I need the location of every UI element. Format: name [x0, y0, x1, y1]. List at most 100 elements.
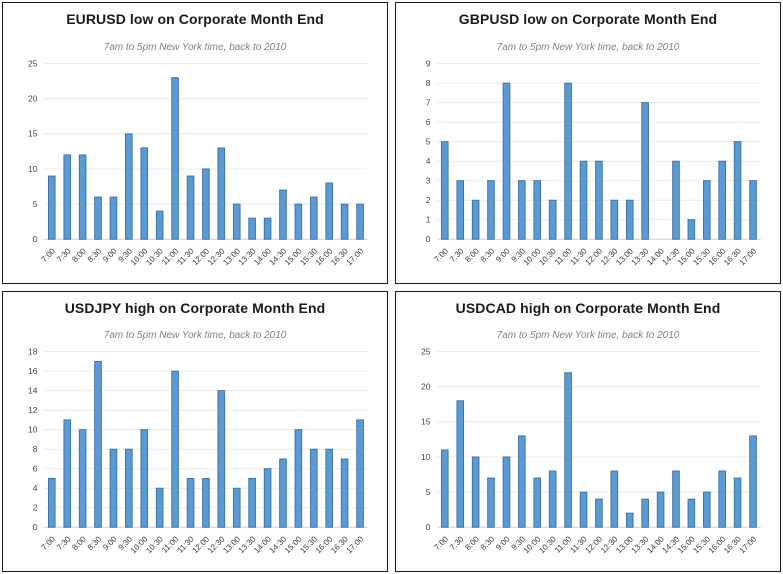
bar: [356, 203, 364, 240]
y-tick-label: 9: [426, 58, 431, 68]
y-tick-label: 20: [421, 382, 431, 392]
x-tick-label: 8:00: [70, 534, 88, 552]
bar: [471, 199, 480, 240]
x-tick-label: 8:00: [463, 534, 481, 552]
y-tick-label: 5: [426, 487, 431, 497]
bar: [625, 199, 634, 240]
x-tick-label: 7:00: [40, 246, 58, 264]
bar: [703, 179, 711, 240]
bar: [579, 491, 588, 528]
x-tick-label: 7:30: [55, 534, 73, 552]
bar: [310, 448, 318, 528]
x-tick-label: 17:00: [738, 246, 759, 267]
bar: [703, 491, 711, 528]
bar: [325, 448, 334, 528]
bar: [518, 179, 526, 240]
chart-panel-usdcad: USDCAD high on Corporate Month End 7am t…: [395, 290, 781, 572]
bar: [687, 218, 696, 240]
bar: [202, 168, 210, 240]
y-tick-label: 0: [33, 522, 38, 532]
bar: [202, 478, 210, 528]
bar: [186, 175, 195, 240]
bar-chart-usdcad: 05101520257:007:308:008:309:009:3010:001…: [421, 347, 761, 555]
bar: [263, 468, 272, 528]
bar: [564, 82, 572, 240]
x-tick-label: 9:00: [494, 534, 512, 552]
bar: [232, 487, 241, 528]
x-tick-label: 7:00: [40, 534, 58, 552]
bar: [672, 160, 680, 240]
x-tick-label: 10:30: [537, 534, 558, 555]
chart-panel-eurusd: EURUSD low on Corporate Month End 7am to…: [2, 2, 388, 284]
bar: [564, 372, 572, 528]
x-tick-label: 7:00: [433, 246, 451, 264]
bar: [155, 487, 164, 528]
bar: [125, 133, 133, 240]
bar: [579, 160, 588, 240]
bar: [487, 477, 495, 528]
bar: [533, 179, 542, 240]
y-tick-label: 3: [426, 175, 431, 185]
bar: [232, 203, 241, 240]
x-tick-label: 8:30: [86, 246, 104, 264]
x-tick-label: 8:30: [479, 246, 497, 264]
y-tick-label: 4: [33, 483, 38, 493]
y-tick-label: 8: [426, 78, 431, 88]
y-tick-label: 18: [28, 347, 38, 357]
bar: [263, 217, 272, 240]
bar: [340, 458, 349, 528]
y-tick-label: 0: [426, 522, 431, 532]
chart-title: USDCAD high on Corporate Month End: [455, 299, 721, 316]
x-tick-label: 8:30: [479, 534, 497, 552]
bar: [440, 449, 449, 528]
bar: [78, 154, 87, 240]
y-tick-label: 0: [426, 234, 431, 244]
bar: [687, 498, 696, 528]
bar: [248, 478, 256, 528]
bar: [656, 491, 665, 528]
y-tick-label: 10: [421, 452, 431, 462]
y-tick-label: 10: [28, 163, 38, 173]
bar: [672, 470, 680, 528]
bar: [548, 199, 557, 240]
bar: [595, 160, 603, 240]
y-tick-label: 5: [426, 136, 431, 146]
bar: [749, 435, 757, 528]
x-tick-label: 17:00: [345, 534, 366, 555]
x-tick-label: 9:00: [101, 246, 119, 264]
bar: [718, 160, 727, 240]
bar: [595, 498, 603, 528]
y-tick-label: 1: [426, 214, 431, 224]
y-tick-label: 2: [33, 503, 38, 513]
y-tick-label: 10: [28, 425, 38, 435]
y-tick-label: 0: [33, 234, 38, 244]
bar: [63, 419, 72, 528]
chart-subtitle: 7am to 5pm New York time, back to 2010: [496, 330, 680, 342]
y-tick-label: 8: [33, 444, 38, 454]
bar: [217, 147, 226, 240]
chart-title: GBPUSD low on Corporate Month End: [458, 11, 718, 27]
bar: [356, 419, 364, 528]
bar: [47, 175, 56, 240]
bar: [294, 429, 303, 528]
y-tick-label: 6: [33, 464, 38, 474]
bar: [625, 512, 634, 528]
bar: [718, 470, 727, 528]
y-tick-label: 12: [28, 405, 38, 415]
y-tick-label: 2: [426, 195, 431, 205]
chart-subtitle: 7am to 5pm New York time, back to 2010: [103, 330, 287, 342]
bar: [610, 470, 619, 528]
x-tick-label: 8:30: [86, 534, 104, 552]
chart-title: USDJPY high on Corporate Month End: [64, 299, 326, 316]
bar: [340, 203, 349, 240]
x-tick-label: 9:00: [494, 246, 512, 264]
bar: [471, 456, 480, 528]
bar: [325, 182, 334, 240]
x-tick-label: 7:30: [55, 246, 73, 264]
bar: [641, 101, 649, 240]
y-tick-label: 5: [33, 199, 38, 209]
bar: [171, 370, 179, 528]
y-tick-label: 20: [28, 93, 38, 103]
y-tick-label: 25: [28, 58, 38, 68]
